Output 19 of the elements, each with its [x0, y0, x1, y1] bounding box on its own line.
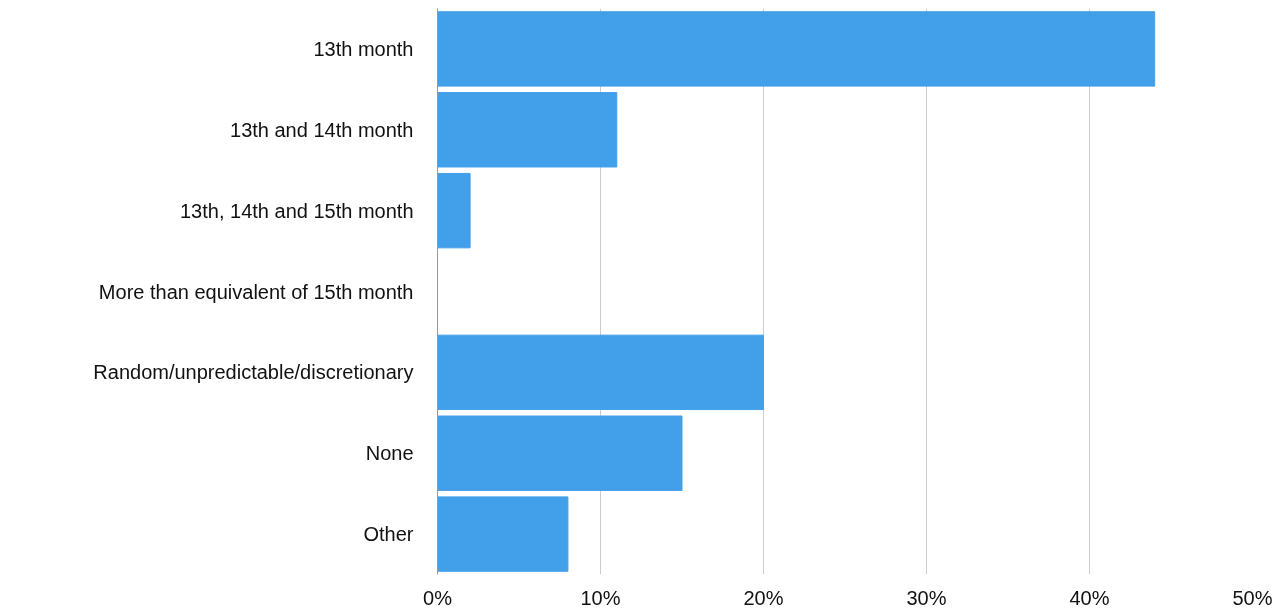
- x-tick-label: 40%: [1069, 586, 1110, 609]
- bar: [437, 415, 683, 491]
- x-tick-label: 20%: [743, 586, 784, 609]
- x-tick-label: 10%: [580, 586, 621, 609]
- bar: [437, 11, 1156, 87]
- y-tick-label: 13th, 14th and 15th month: [179, 199, 414, 222]
- y-tick-label: Other: [363, 523, 414, 546]
- bar: [437, 172, 471, 249]
- y-tick-label: 13th month: [313, 37, 414, 60]
- x-tick-label: 0%: [423, 586, 453, 609]
- x-tick-label: 30%: [906, 586, 947, 609]
- y-tick-label: Random/unpredictable/discretionary: [93, 361, 414, 384]
- bar: [437, 496, 569, 572]
- y-tick-label: More than equivalent of 15th month: [98, 280, 414, 303]
- x-tick-label: 50%: [1232, 586, 1273, 609]
- bar: [437, 334, 764, 411]
- y-tick-label: 13th and 14th month: [230, 118, 414, 141]
- y-tick-label: None: [365, 442, 414, 465]
- bar: [437, 92, 618, 168]
